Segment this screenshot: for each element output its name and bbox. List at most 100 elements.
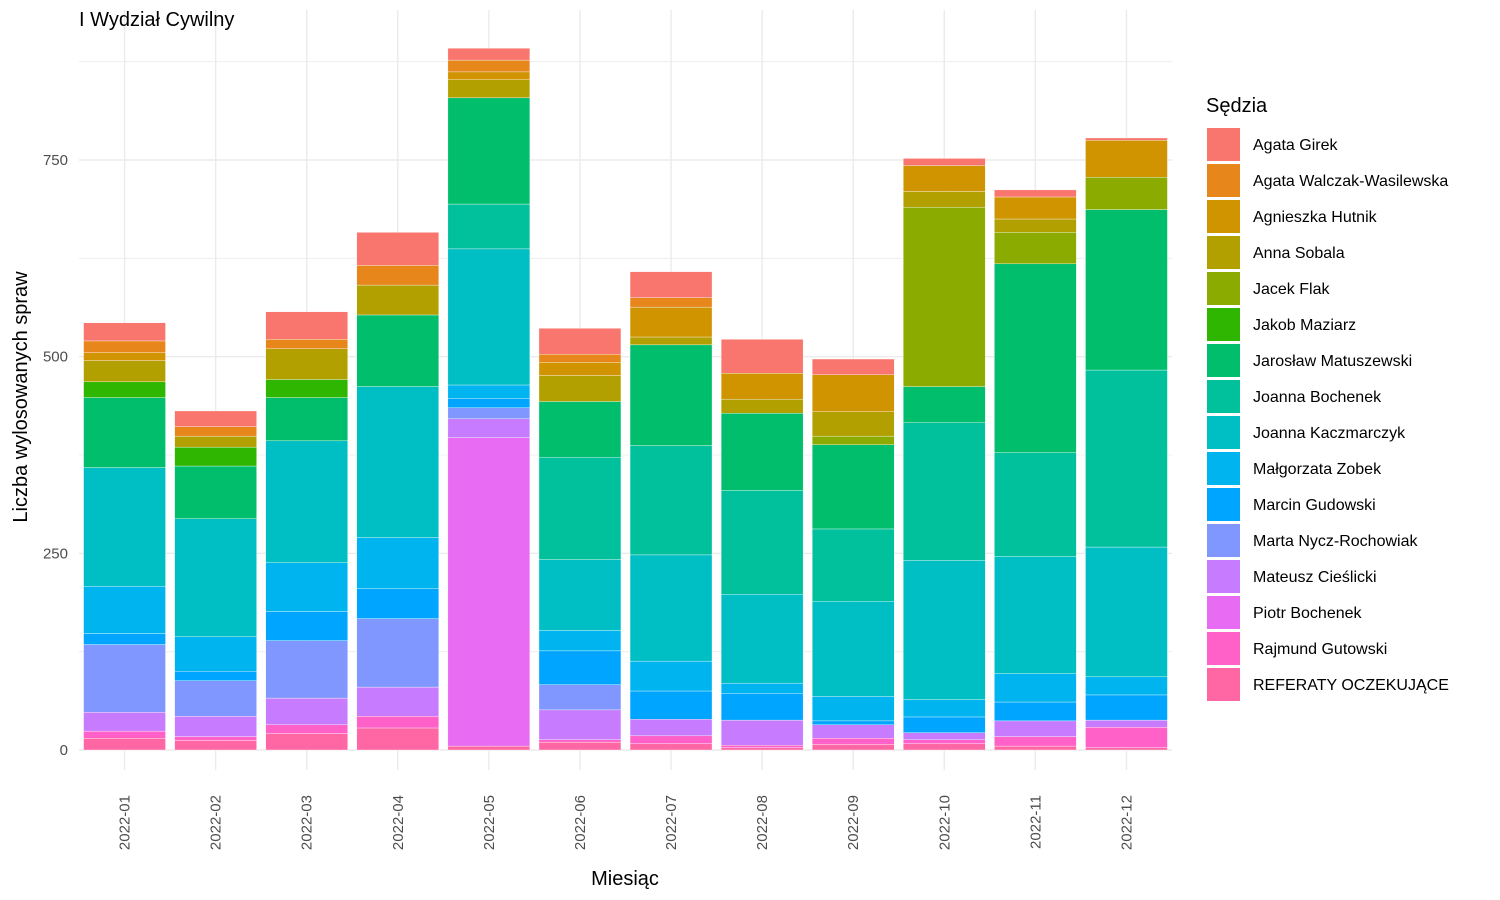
bar-segment — [83, 633, 166, 645]
bar-segment — [265, 562, 348, 612]
bar-stack-2022-02 — [174, 410, 257, 751]
bar-segment — [629, 344, 713, 446]
bar-segment — [994, 745, 1077, 751]
bar-segment — [720, 373, 804, 400]
bar-segment — [720, 594, 804, 684]
bar-segment — [629, 554, 713, 662]
bar-segment — [265, 311, 348, 340]
legend-item: Jarosław Matuszewski — [1207, 344, 1412, 377]
bar-segment — [83, 340, 166, 353]
bar-segment — [1085, 546, 1168, 678]
bar-segment — [720, 693, 804, 721]
bar-segment — [265, 697, 348, 726]
bar-segment — [538, 630, 622, 652]
legend-item: Małgorzata Zobek — [1207, 452, 1382, 485]
bar-segment — [265, 640, 348, 699]
x-axis-title: Miesiąc — [591, 868, 659, 890]
bar-segment — [1085, 676, 1168, 696]
bar-segment — [538, 375, 622, 402]
bar-segment — [812, 374, 895, 412]
bar-segment — [994, 189, 1077, 198]
legend-label: Agnieszka Hutnik — [1253, 209, 1378, 226]
legend-swatch — [1207, 668, 1240, 701]
legend-label: Joanna Kaczmarczyk — [1253, 425, 1406, 442]
legend-label: Małgorzata Zobek — [1253, 461, 1382, 478]
legend-swatch — [1207, 272, 1240, 305]
bar-segment — [903, 386, 986, 423]
bar-segment — [538, 354, 622, 363]
legend-swatch — [1207, 416, 1240, 449]
bar-segment — [812, 738, 895, 745]
bar-segment — [903, 207, 986, 387]
legend-item: Marta Nycz-Rochowiak — [1207, 524, 1418, 557]
bar-segment — [538, 559, 622, 631]
y-tick-label: 250 — [43, 545, 68, 562]
bar-segment — [447, 418, 531, 438]
bar-segment — [903, 560, 986, 700]
legend-item: Jacek Flak — [1207, 272, 1330, 305]
bar-segment — [356, 232, 439, 266]
legend-swatch — [1207, 200, 1240, 233]
chart-title: I Wydział Cywilny — [79, 9, 234, 31]
x-tick-label: 2022-11 — [1027, 795, 1044, 849]
bar-segment — [812, 696, 895, 722]
bar-segment — [903, 191, 986, 208]
legend-swatch — [1207, 128, 1240, 161]
bar-stack-2022-03 — [265, 311, 348, 751]
x-tick-label: 2022-03 — [299, 795, 316, 850]
bar-segment — [994, 218, 1077, 233]
bar-segment — [994, 556, 1077, 674]
bar-segment — [174, 636, 257, 672]
bar-segment — [538, 741, 622, 751]
bar-stack-2022-01 — [83, 322, 166, 751]
legend-swatch — [1207, 164, 1240, 197]
bar-segment — [356, 265, 439, 286]
bar-segment — [538, 739, 622, 743]
bar-segment — [629, 445, 713, 556]
bar-segment — [356, 386, 439, 538]
bar-segment — [447, 248, 531, 386]
bar-segment — [265, 611, 348, 641]
legend-swatch — [1207, 596, 1240, 629]
bar-segment — [1085, 369, 1168, 548]
bar-segment — [174, 518, 257, 637]
legend-item: Joanna Bochenek — [1207, 380, 1382, 413]
bar-segment — [720, 747, 804, 751]
legend-swatch — [1207, 524, 1240, 557]
bar-stack-2022-11 — [994, 189, 1077, 751]
bar-segment — [994, 263, 1077, 453]
legend-item: Jakob Maziarz — [1207, 308, 1356, 341]
bar-segment — [447, 203, 531, 250]
bar-segment — [356, 588, 439, 619]
legend-item: Joanna Kaczmarczyk — [1207, 416, 1406, 449]
legend-label: Jarosław Matuszewski — [1253, 353, 1412, 370]
bar-segment — [720, 719, 804, 746]
bar-segment — [903, 739, 986, 744]
bar-segment — [356, 715, 439, 729]
bar-segment — [903, 732, 986, 740]
legend-title: Sędzia — [1206, 95, 1268, 117]
bar-segment — [903, 716, 986, 733]
legend-label: Marcin Gudowski — [1253, 497, 1376, 514]
bar-segment — [447, 97, 531, 205]
x-tick-label: 2022-06 — [572, 795, 589, 850]
bar-segment — [265, 397, 348, 442]
legend-swatch — [1207, 380, 1240, 413]
bar-segment — [629, 271, 713, 298]
legend-item: Rajmund Gutowski — [1207, 632, 1387, 665]
legend-item: Agata Walczak-Wasilewska — [1207, 164, 1448, 197]
x-tick-label: 2022-10 — [936, 795, 953, 850]
bar-segment — [265, 724, 348, 734]
bar-segment — [629, 735, 713, 744]
bar-stack-2022-08 — [720, 339, 804, 751]
x-tick-label: 2022-09 — [845, 795, 862, 850]
bar-segment — [265, 733, 348, 751]
x-tick-label: 2022-12 — [1118, 795, 1135, 850]
x-tick-label: 2022-07 — [663, 795, 680, 850]
legend-swatch — [1207, 632, 1240, 665]
bar-segment — [812, 358, 895, 375]
bar-segment — [994, 673, 1077, 703]
bar-segment — [174, 435, 257, 448]
legend-swatch — [1207, 344, 1240, 377]
